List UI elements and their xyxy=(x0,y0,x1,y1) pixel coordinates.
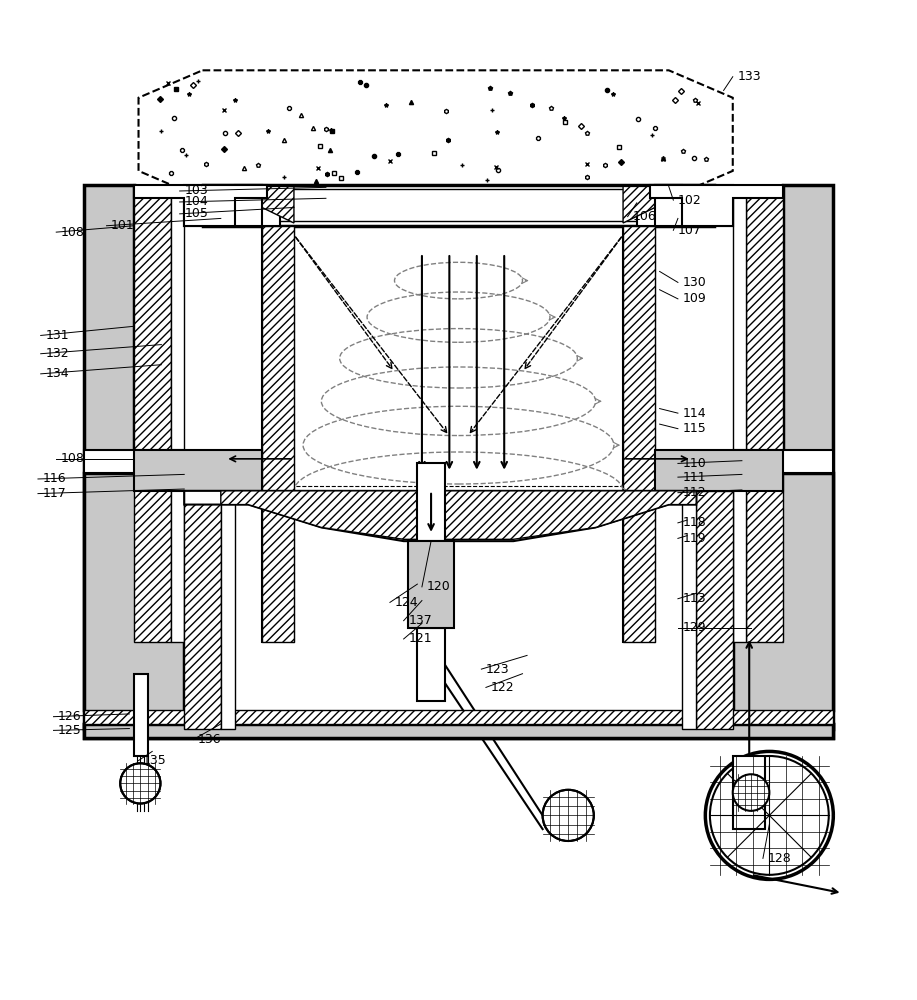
Polygon shape xyxy=(184,491,696,541)
Polygon shape xyxy=(134,185,267,226)
Polygon shape xyxy=(655,450,783,491)
Text: 117: 117 xyxy=(42,487,66,500)
Bar xyxy=(83,724,834,738)
Bar xyxy=(83,724,834,738)
Bar xyxy=(83,473,184,729)
Bar xyxy=(83,710,834,724)
Polygon shape xyxy=(636,185,682,226)
Text: 124: 124 xyxy=(394,596,418,609)
Text: 130: 130 xyxy=(682,276,706,289)
Bar xyxy=(134,674,148,756)
Bar xyxy=(221,491,235,729)
Polygon shape xyxy=(623,186,655,223)
Text: 121: 121 xyxy=(408,632,432,645)
Circle shape xyxy=(710,756,829,875)
Polygon shape xyxy=(235,185,281,226)
Text: 101: 101 xyxy=(111,219,135,232)
Text: 108: 108 xyxy=(61,452,84,465)
Polygon shape xyxy=(623,226,655,642)
Bar xyxy=(682,491,696,729)
Text: 102: 102 xyxy=(678,194,702,207)
Circle shape xyxy=(120,763,160,804)
Text: 136: 136 xyxy=(198,733,222,746)
Text: 137: 137 xyxy=(408,614,432,627)
Text: 135: 135 xyxy=(143,754,167,767)
Text: 109: 109 xyxy=(682,292,706,305)
Text: 120: 120 xyxy=(426,580,450,593)
Polygon shape xyxy=(134,450,262,491)
Text: 116: 116 xyxy=(42,472,66,485)
Polygon shape xyxy=(262,186,294,223)
Bar xyxy=(696,491,733,729)
Text: 113: 113 xyxy=(682,592,706,605)
Circle shape xyxy=(543,790,594,841)
Text: 110: 110 xyxy=(682,457,706,470)
Text: 112: 112 xyxy=(682,486,706,499)
Text: 103: 103 xyxy=(184,184,208,197)
Bar xyxy=(203,185,714,226)
Bar xyxy=(733,185,746,642)
Text: 125: 125 xyxy=(58,724,82,737)
Text: 105: 105 xyxy=(184,207,208,220)
Polygon shape xyxy=(650,185,783,226)
Text: 107: 107 xyxy=(678,224,702,237)
Text: 118: 118 xyxy=(682,516,706,529)
Text: 123: 123 xyxy=(486,663,510,676)
Bar xyxy=(783,185,834,710)
Bar xyxy=(417,628,445,701)
Text: 133: 133 xyxy=(737,70,761,83)
Bar xyxy=(408,541,454,628)
Text: 128: 128 xyxy=(768,852,791,865)
Polygon shape xyxy=(83,450,184,473)
Bar xyxy=(171,185,184,642)
Bar xyxy=(733,756,765,829)
Text: 132: 132 xyxy=(45,347,69,360)
Bar xyxy=(746,185,783,642)
Bar xyxy=(134,185,171,642)
Text: 111: 111 xyxy=(682,471,706,484)
Text: 131: 131 xyxy=(45,329,69,342)
Text: 114: 114 xyxy=(682,407,706,420)
Polygon shape xyxy=(184,185,262,226)
Bar xyxy=(733,473,834,729)
Text: 126: 126 xyxy=(58,710,82,723)
Polygon shape xyxy=(138,70,733,198)
Bar xyxy=(184,491,221,729)
Polygon shape xyxy=(262,226,294,642)
Text: 106: 106 xyxy=(632,210,656,223)
Bar xyxy=(417,463,445,541)
Text: 108: 108 xyxy=(61,226,84,239)
Text: 134: 134 xyxy=(45,367,69,380)
Polygon shape xyxy=(655,185,733,226)
Text: 129: 129 xyxy=(682,621,706,634)
Circle shape xyxy=(733,774,769,811)
Text: 122: 122 xyxy=(491,681,514,694)
Text: 104: 104 xyxy=(184,195,208,208)
Polygon shape xyxy=(221,491,696,539)
Text: 115: 115 xyxy=(682,422,706,435)
Text: 119: 119 xyxy=(682,532,706,545)
Polygon shape xyxy=(733,450,834,473)
Bar xyxy=(83,185,134,710)
Bar xyxy=(212,189,705,221)
